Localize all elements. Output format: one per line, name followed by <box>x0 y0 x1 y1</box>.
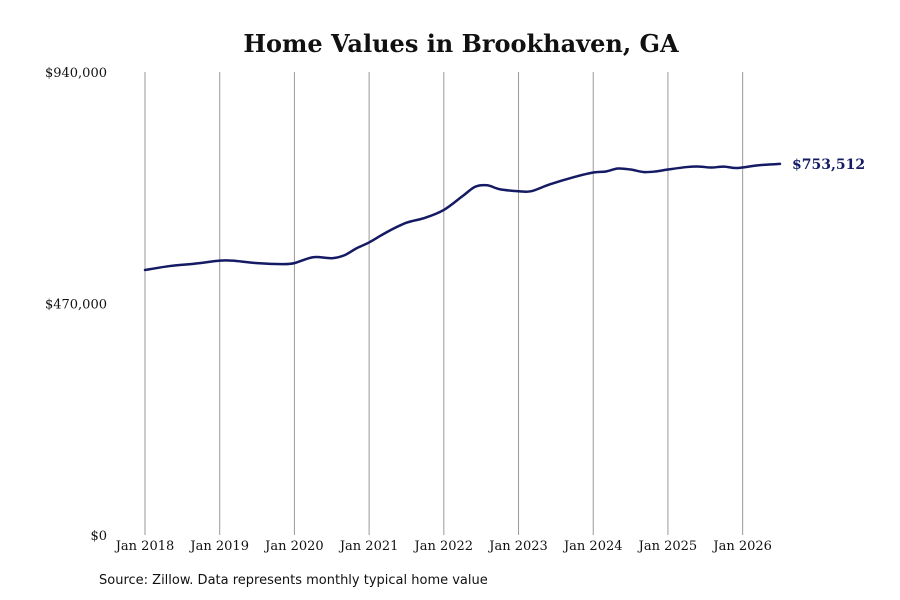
x-tick-label: Jan 2026 <box>711 539 772 554</box>
x-tick-label: Jan 2020 <box>263 539 324 554</box>
x-tick-label: Jan 2018 <box>114 539 175 554</box>
x-tick-label: Jan 2025 <box>637 539 698 554</box>
end-value-label: $753,512 <box>792 157 865 173</box>
x-tick-label: Jan 2024 <box>562 539 623 554</box>
y-axis-ticks: $0 $470,000 $940,000 <box>45 66 107 544</box>
series-layer: $753,512 <box>143 157 865 272</box>
x-tick-label: Jan 2023 <box>487 539 548 554</box>
y-tick-label: $0 <box>90 529 107 544</box>
y-tick-label: $470,000 <box>45 298 107 313</box>
y-tick-label: $940,000 <box>45 66 107 81</box>
series-line <box>143 162 782 272</box>
x-tick-label: Jan 2019 <box>188 539 249 554</box>
chart-title: Home Values in Brookhaven, GA <box>243 29 679 58</box>
x-gridlines <box>144 72 744 535</box>
x-axis-ticks: Jan 2018 Jan 2019 Jan 2020 Jan 2021 Jan 2022… <box>114 539 772 554</box>
x-tick-label: Jan 2022 <box>413 539 474 554</box>
source-note: Source: Zillow. Data represents monthly … <box>99 573 488 588</box>
x-tick-label: Jan 2021 <box>338 539 399 554</box>
